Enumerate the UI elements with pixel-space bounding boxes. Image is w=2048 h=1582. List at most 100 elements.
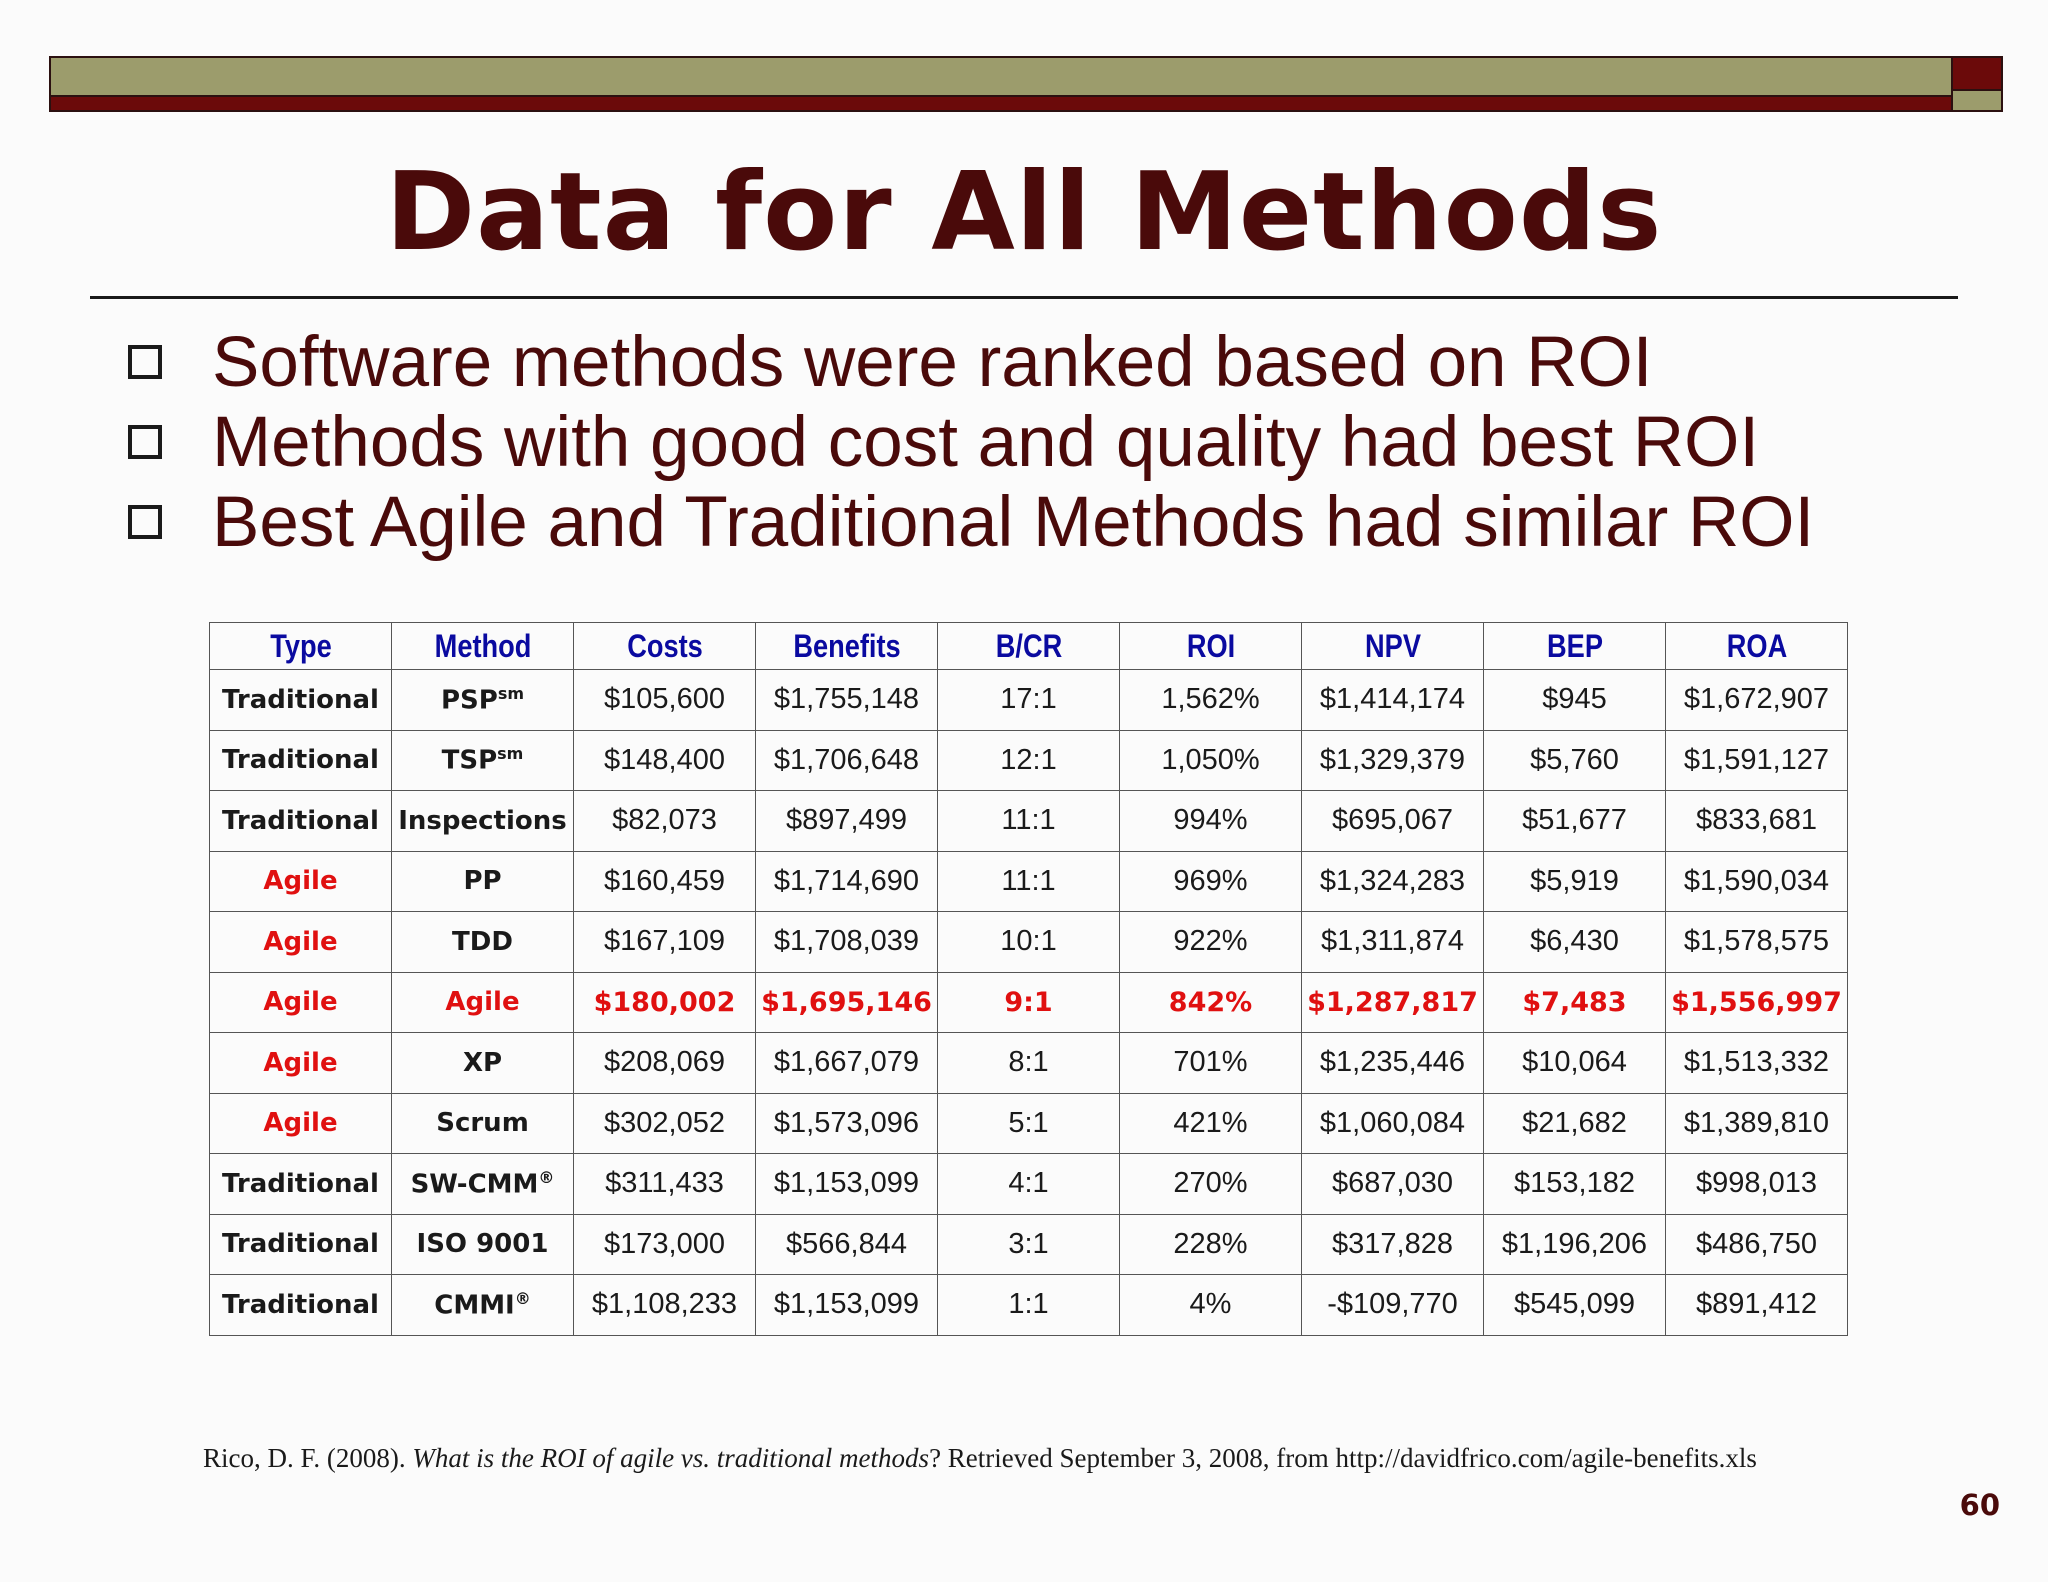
cell-costs: $105,600	[573, 669, 756, 731]
cell-roa: $891,412	[1665, 1274, 1848, 1336]
bullet-text: Software methods were ranked based on RO…	[212, 322, 1653, 402]
cell-roa: $1,513,332	[1665, 1032, 1848, 1094]
hollow-square-bullet-icon	[128, 505, 162, 539]
top-bar-olive-stripe	[51, 58, 1951, 97]
cell-benefits: $1,667,079	[755, 1032, 938, 1094]
cell-method: Scrum	[391, 1092, 574, 1154]
cell-costs: $148,400	[573, 729, 756, 791]
table-row: Traditional CMMI® $1,108,233 $1,153,099 1:1 4…	[209, 1274, 1848, 1336]
cell-benefits: $1,695,146	[755, 971, 938, 1033]
bullet-text: Methods with good cost and quality had b…	[212, 402, 1760, 482]
method-name: SW-CMM	[410, 1169, 539, 1200]
cell-npv: $1,329,379	[1301, 729, 1484, 791]
cell-benefits: $1,573,096	[755, 1092, 938, 1154]
column-header: BEP	[1496, 622, 1653, 670]
method-name: TSP	[441, 746, 498, 777]
top-bar-divider	[1951, 58, 1953, 110]
citation: Rico, D. F. (2008). What is the ROI of a…	[203, 1443, 1757, 1474]
citation-prefix: Rico, D. F. (2008).	[203, 1443, 413, 1473]
cell-npv: $317,828	[1301, 1213, 1484, 1275]
cell-costs: $167,109	[573, 911, 756, 973]
cell-costs: $208,069	[573, 1032, 756, 1094]
method-name: XP	[462, 1047, 503, 1078]
cell-costs: $302,052	[573, 1092, 756, 1154]
methods-roi-table: Type Method Costs Benefits B/CR ROI NPV BEP ROA …	[209, 622, 1848, 1336]
column-header: Type	[222, 622, 379, 670]
bullet-text: Best Agile and Traditional Methods had s…	[212, 482, 1815, 562]
table-row: Traditional Inspections $82,073 $897,499 11:…	[209, 790, 1848, 852]
citation-title: What is the ROI of agile vs. traditional…	[412, 1443, 930, 1473]
cell-roi: 842%	[1119, 971, 1302, 1033]
cell-npv: $1,287,817	[1301, 971, 1484, 1033]
table-row: Agile XP $208,069 $1,667,079 8:1 701% $1,235,4…	[209, 1032, 1848, 1094]
method-name: Scrum	[436, 1108, 529, 1139]
cell-roa: $998,013	[1665, 1153, 1848, 1215]
cell-benefits: $1,153,099	[755, 1153, 938, 1215]
table-header-row: Type Method Costs Benefits B/CR ROI NPV BEP ROA	[210, 622, 1848, 670]
cell-bcr: 3:1	[937, 1213, 1120, 1275]
cell-bcr: 5:1	[937, 1092, 1120, 1154]
method-trademark-suffix: sm	[497, 744, 524, 764]
cell-method: PSPsm	[391, 669, 574, 731]
cell-roi: 701%	[1119, 1032, 1302, 1094]
top-bar-corner-square-top	[1953, 58, 2001, 91]
cell-type: Agile	[209, 1032, 392, 1094]
bullet-item: Software methods were ranked based on RO…	[124, 322, 1814, 402]
cell-roi: 4%	[1119, 1274, 1302, 1336]
cell-bcr: 4:1	[937, 1153, 1120, 1215]
cell-benefits: $566,844	[755, 1213, 938, 1275]
hollow-square-bullet-icon	[128, 345, 162, 379]
hollow-square-bullet-icon	[128, 425, 162, 459]
bullet-item: Best Agile and Traditional Methods had s…	[124, 482, 1814, 562]
cell-costs: $180,002	[573, 971, 756, 1033]
cell-bcr: 8:1	[937, 1032, 1120, 1094]
cell-roi: 228%	[1119, 1213, 1302, 1275]
cell-bcr: 11:1	[937, 850, 1120, 912]
cell-bcr: 17:1	[937, 669, 1120, 731]
method-name: CMMI	[434, 1290, 515, 1321]
cell-benefits: $1,755,148	[755, 669, 938, 731]
method-name: Agile	[445, 987, 520, 1018]
cell-npv: $687,030	[1301, 1153, 1484, 1215]
cell-npv: $695,067	[1301, 790, 1484, 852]
table-row: Agile Scrum $302,052 $1,573,096 5:1 421% $1,06…	[209, 1092, 1848, 1154]
method-trademark-suffix: sm	[497, 683, 525, 703]
cell-roa: $1,389,810	[1665, 1092, 1848, 1154]
cell-type: Agile	[209, 1092, 392, 1154]
cell-bcr: 1:1	[937, 1274, 1120, 1336]
cell-costs: $173,000	[573, 1213, 756, 1275]
table-row: Agile Agile $180,002 $1,695,146 9:1 842% $1,28…	[209, 971, 1848, 1033]
cell-bcr: 9:1	[937, 971, 1120, 1033]
method-trademark-suffix: ®	[538, 1167, 555, 1187]
cell-method: XP	[391, 1032, 574, 1094]
cell-type: Traditional	[209, 1274, 392, 1336]
table-row: Agile TDD $167,109 $1,708,039 10:1 922% $1,311…	[209, 911, 1848, 973]
method-name: PP	[463, 866, 502, 897]
table-row: Traditional SW-CMM® $311,433 $1,153,099 4:1 2…	[209, 1153, 1848, 1215]
column-header: Benefits	[768, 622, 925, 670]
cell-type: Traditional	[209, 729, 392, 791]
cell-bcr: 10:1	[937, 911, 1120, 973]
top-decorative-bar	[49, 56, 2003, 112]
cell-method: SW-CMM®	[391, 1153, 574, 1215]
cell-costs: $1,108,233	[573, 1274, 756, 1336]
cell-method: TDD	[391, 911, 574, 973]
cell-roa: $1,556,997	[1665, 971, 1848, 1033]
cell-bep: $6,430	[1483, 911, 1666, 973]
table-row: Agile PP $160,459 $1,714,690 11:1 969% $1,324,…	[209, 850, 1848, 912]
cell-benefits: $1,706,648	[755, 729, 938, 791]
cell-roi: 270%	[1119, 1153, 1302, 1215]
cell-benefits: $1,708,039	[755, 911, 938, 973]
cell-npv: $1,324,283	[1301, 850, 1484, 912]
cell-method: TSPsm	[391, 729, 574, 791]
table-row: Traditional PSPsm $105,600 $1,755,148 17:1 1,…	[209, 669, 1848, 731]
column-header: ROI	[1132, 622, 1289, 670]
cell-bep: $21,682	[1483, 1092, 1666, 1154]
column-header: Costs	[586, 622, 743, 670]
method-name: PSP	[440, 685, 498, 716]
cell-costs: $82,073	[573, 790, 756, 852]
cell-roi: 994%	[1119, 790, 1302, 852]
method-name: TDD	[452, 926, 513, 957]
cell-npv: $1,235,446	[1301, 1032, 1484, 1094]
cell-bep: $5,919	[1483, 850, 1666, 912]
